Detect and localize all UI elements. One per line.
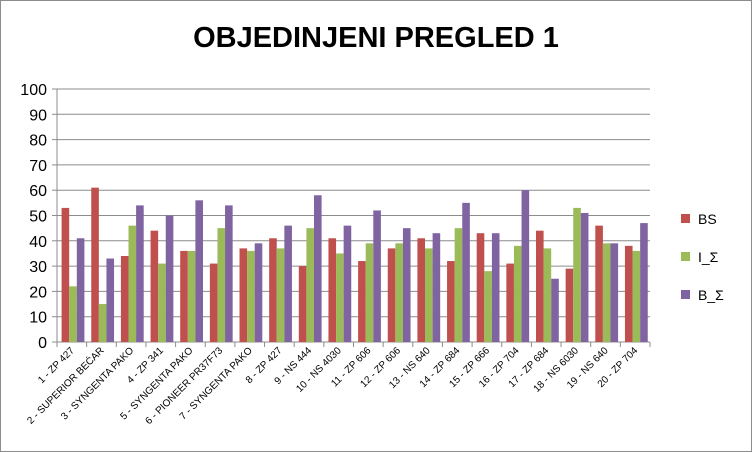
bar-bs-4	[150, 230, 159, 342]
bar-bs-13	[417, 238, 425, 342]
bar-b--14	[462, 202, 470, 342]
y-tick-label: 20	[29, 284, 47, 301]
bar-b--12	[402, 228, 411, 342]
bar-bs-18	[565, 268, 574, 342]
y-tick-label: 40	[29, 234, 47, 251]
y-tick-label: 100	[20, 82, 47, 99]
bar-bs-1	[61, 207, 70, 342]
bar-b--18	[580, 212, 589, 342]
bar-bs-3	[120, 255, 129, 342]
legend-label: I_Σ	[698, 249, 719, 265]
bar-bs-14	[447, 261, 455, 342]
bar-b--15	[491, 233, 500, 342]
bar-b--16	[521, 190, 530, 342]
bar-b--17	[551, 278, 559, 342]
bar-bs-9	[298, 266, 307, 342]
y-tick-label: 50	[29, 209, 47, 226]
bar-b--19	[610, 243, 619, 342]
y-tick-label: 60	[29, 183, 47, 200]
bar-i--20	[632, 250, 641, 342]
legend-swatch	[681, 290, 690, 299]
bar-i--5	[187, 250, 196, 342]
bar-bs-20	[624, 245, 633, 342]
bar-i--4	[158, 263, 166, 342]
bar-i--18	[573, 207, 581, 342]
legend-swatch	[681, 252, 690, 261]
y-tick-label: 30	[29, 259, 47, 276]
bar-bs-12	[387, 248, 396, 342]
bar-bs-6	[209, 263, 218, 342]
bar-b--10	[343, 225, 352, 342]
legend-swatch	[681, 214, 690, 223]
bar-b--6	[225, 205, 233, 342]
y-tick-label: 10	[29, 310, 47, 327]
bar-b--9	[314, 195, 322, 342]
bar-b--2	[106, 258, 115, 342]
bar-bs-5	[180, 250, 188, 342]
bar-i--12	[395, 243, 403, 342]
bar-i--3	[128, 225, 137, 342]
bar-i--11	[365, 243, 374, 342]
bar-i--13	[425, 248, 433, 342]
bar-bs-8	[269, 238, 277, 342]
chart-title: OBJEDINJENI PREGLED 1	[193, 22, 559, 54]
bar-bs-2	[91, 187, 99, 342]
bar-i--15	[484, 271, 492, 342]
bar-b--4	[165, 215, 174, 342]
bar-b--20	[640, 223, 648, 342]
bar-i--9	[306, 228, 314, 342]
bar-bs-10	[328, 238, 337, 342]
bar-i--17	[543, 248, 552, 342]
bar-b--3	[136, 205, 144, 342]
bar-b--1	[76, 238, 85, 342]
bar-b--5	[195, 200, 203, 342]
bar-bs-19	[595, 225, 603, 342]
bar-bs-16	[506, 263, 514, 342]
bar-i--14	[454, 228, 463, 342]
y-tick-label: 80	[29, 133, 47, 150]
bar-i--10	[336, 253, 344, 342]
legend-label: BS	[698, 211, 717, 227]
bar-b--7	[254, 243, 263, 342]
bar-bs-15	[476, 233, 485, 342]
y-tick-label: 70	[29, 158, 47, 175]
bar-b--13	[432, 233, 441, 342]
y-tick-label: 0	[38, 335, 47, 352]
bar-i--1	[69, 286, 77, 342]
bar-i--6	[217, 228, 226, 342]
bar-b--11	[373, 210, 381, 342]
bar-b--8	[284, 225, 292, 342]
bar-i--7	[247, 250, 255, 342]
bar-bs-11	[358, 261, 366, 342]
bar-i--19	[602, 243, 611, 342]
legend-label: B_Σ	[698, 287, 724, 303]
y-tick-label: 90	[29, 107, 47, 124]
bar-bs-17	[536, 230, 544, 342]
bar-bs-7	[239, 248, 248, 342]
bar-i--8	[276, 248, 285, 342]
bar-i--16	[513, 245, 522, 342]
bar-i--2	[98, 304, 107, 342]
